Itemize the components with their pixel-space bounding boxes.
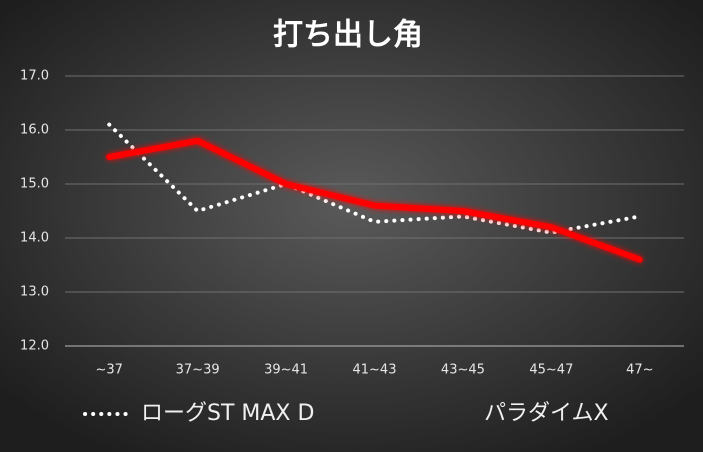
x-tick-label: 37~39 — [176, 363, 220, 378]
x-tick-label: 47~ — [626, 363, 653, 378]
legend-label: ローグST MAX D — [141, 401, 314, 426]
y-tick-label: 14.0 — [20, 231, 49, 246]
y-tick-label: 12.0 — [20, 339, 49, 354]
x-tick-label: ~37 — [95, 363, 122, 378]
x-tick-label: 41~43 — [353, 363, 397, 378]
y-tick-label: 13.0 — [20, 285, 49, 300]
y-tick-label: 16.0 — [20, 123, 49, 138]
y-tick-label: 15.0 — [20, 177, 49, 192]
series-line — [106, 137, 643, 263]
x-tick-label: 43~45 — [441, 363, 485, 378]
chart-title: 打ち出し角 — [273, 18, 423, 53]
x-tick-label: 39~41 — [264, 363, 308, 378]
legend-label: パラダイムX — [484, 401, 609, 426]
y-tick-label: 17.0 — [20, 69, 49, 84]
x-tick-label: 45~47 — [529, 363, 573, 378]
